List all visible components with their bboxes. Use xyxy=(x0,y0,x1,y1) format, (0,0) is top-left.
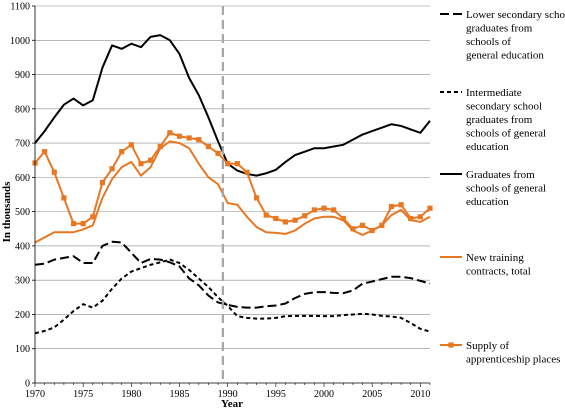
series-5-point-1977 xyxy=(99,179,106,186)
series-5-point-1985 xyxy=(176,133,183,139)
y-tick-label-1100: 1100 xyxy=(10,2,30,13)
x-tick-label-1990: 1990 xyxy=(218,389,238,400)
series-5-point-2006 xyxy=(379,222,385,228)
series-5-point-2002 xyxy=(340,215,346,222)
series-5-point-2004 xyxy=(359,222,366,228)
series-5-point-2001 xyxy=(331,207,337,213)
legend: Lower secondary school graduates from scho… xyxy=(440,9,565,366)
series-5-point-1999 xyxy=(311,207,317,213)
y-tick-label-800: 800 xyxy=(15,104,30,115)
series-5-point-1998 xyxy=(302,213,308,219)
x-tick-label-1985: 1985 xyxy=(170,389,190,400)
legend-label-4: New training contracts, total xyxy=(466,252,531,278)
series-line-2 xyxy=(34,258,431,335)
x-tick-label-2000: 2000 xyxy=(314,389,334,400)
series-5-point-1993 xyxy=(253,195,260,201)
series-5-point-1976 xyxy=(90,214,96,220)
series-5-point-1975 xyxy=(80,221,86,227)
series-5-point-1990 xyxy=(225,161,231,167)
series-5-point-1987 xyxy=(196,137,202,143)
legend-label-5: Supply of apprenticeship places xyxy=(466,340,560,366)
y-tick-label-200: 200 xyxy=(15,310,30,321)
x-tick-label-2005: 2005 xyxy=(362,389,382,400)
series-5-point-2011 xyxy=(427,205,433,211)
y-tick-labels: 0 100 200 300 400 500 600 700 800 900 1000 1100 xyxy=(10,2,30,390)
y-tick-label-100: 100 xyxy=(15,344,30,355)
series-5-point-1971 xyxy=(42,149,48,155)
legend-marker-5 xyxy=(448,342,454,348)
y-tick-label-500: 500 xyxy=(15,207,30,218)
series-5-point-1991 xyxy=(234,161,240,167)
series-line-1 xyxy=(34,240,431,309)
series-5-point-2003 xyxy=(350,226,356,232)
series-5-point-1992 xyxy=(244,169,250,175)
series-5-point-1989 xyxy=(215,150,221,156)
y-tick-label-600: 600 xyxy=(15,173,30,184)
series-5-point-2007 xyxy=(388,203,395,210)
series-5-point-1986 xyxy=(186,135,192,141)
series-5-point-1984 xyxy=(167,130,173,136)
series-5-point-2008 xyxy=(398,202,404,208)
y-tick-label-0: 0 xyxy=(25,379,30,390)
series-line-4 xyxy=(34,140,431,244)
axes xyxy=(32,5,431,387)
y-tick-label-900: 900 xyxy=(15,70,30,81)
series-line-3 xyxy=(34,34,431,177)
y-axis-title: In thousands xyxy=(1,181,13,243)
legend-label-3: Graduates from schools of general educatio… xyxy=(466,169,546,208)
series-5-point-1983 xyxy=(157,143,163,150)
x-tick-label-1975: 1975 xyxy=(73,389,93,400)
gridlines xyxy=(35,5,430,350)
series-lines xyxy=(32,34,433,335)
series-5-point-1988 xyxy=(205,143,212,150)
series-5-point-1973 xyxy=(61,195,67,201)
series-5-point-2005 xyxy=(369,227,375,234)
series-5-point-1978 xyxy=(109,166,115,172)
legend-label-2: Intermediate secondary school graduates fr… xyxy=(466,87,546,153)
y-tick-label-300: 300 xyxy=(15,276,30,287)
series-5-point-1982 xyxy=(148,157,154,163)
series-5-point-1995 xyxy=(273,215,279,222)
y-tick-label-700: 700 xyxy=(15,139,30,150)
series-5-point-1972 xyxy=(51,169,57,175)
series-5-point-2000 xyxy=(321,205,327,211)
legend-label-1: Lower secondary school graduates from scho… xyxy=(466,9,565,62)
x-tick-label-1970: 1970 xyxy=(25,389,45,400)
series-5-point-1996 xyxy=(282,219,289,225)
series-5-point-2010 xyxy=(417,214,423,220)
x-tick-labels: 1970 1975 1980 1985 1990 1995 2000 2005 2010 xyxy=(25,389,430,400)
series-5-point-1980 xyxy=(128,142,134,148)
series-5-point-1997 xyxy=(292,217,298,223)
y-tick-label-400: 400 xyxy=(15,241,30,252)
y-tick-label-1000: 1000 xyxy=(10,36,30,47)
series-5-point-1981 xyxy=(138,161,144,167)
x-tick-label-2010: 2010 xyxy=(410,389,430,400)
series-5-point-1979 xyxy=(119,149,125,155)
series-5-point-1994 xyxy=(263,212,269,218)
x-tick-label-1995: 1995 xyxy=(266,389,286,400)
series-5-point-1974 xyxy=(70,221,77,227)
x-axis-title: Year xyxy=(221,398,243,410)
series-5-point-2009 xyxy=(408,215,414,222)
x-tick-label-1980: 1980 xyxy=(121,389,141,400)
